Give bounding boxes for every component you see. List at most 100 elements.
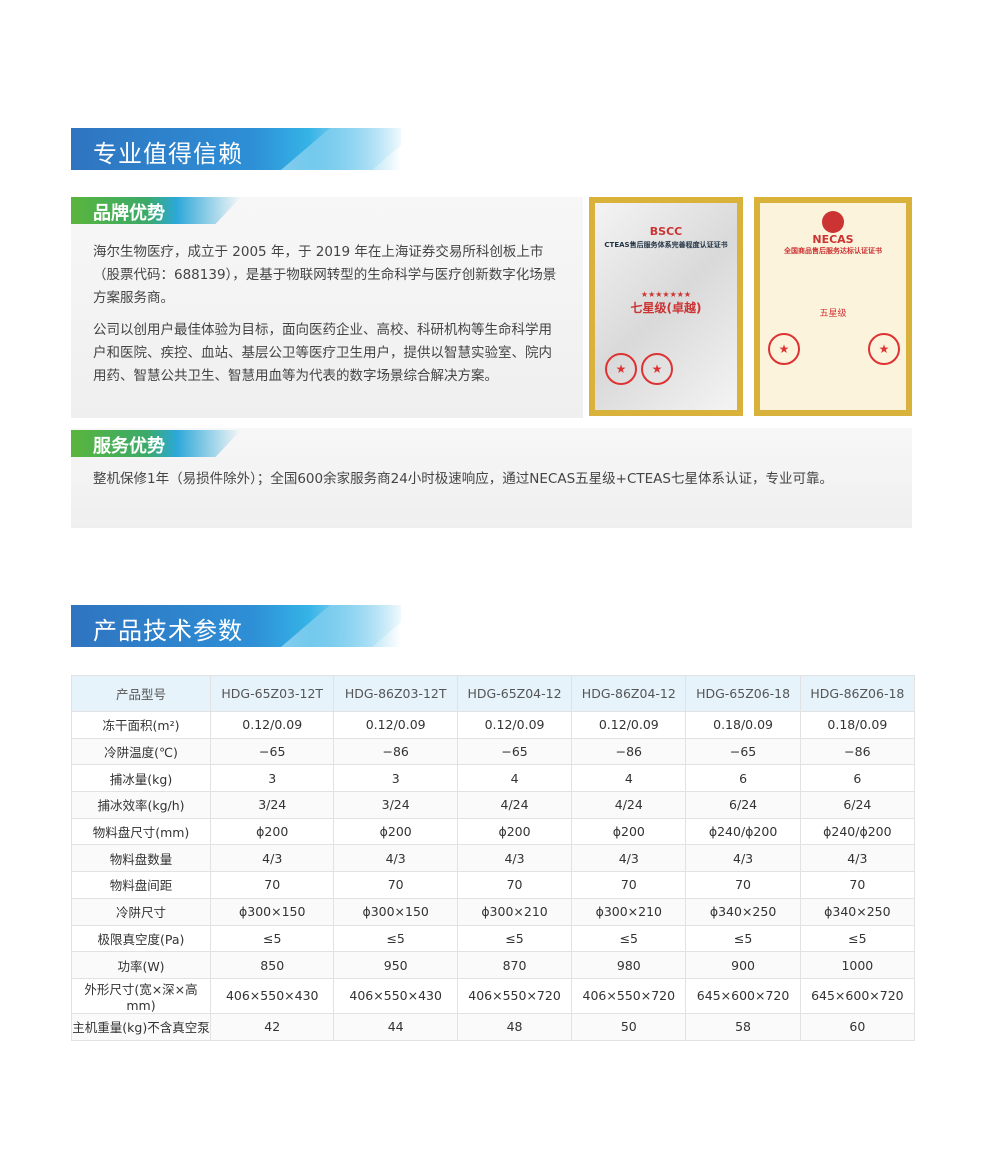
table-cell: −86 [799, 737, 916, 766]
row-label: 捕冰量(kg) [71, 764, 211, 793]
row-label: 冷阱温度(℃) [71, 737, 211, 766]
column-header: HDG-86Z06-18 [799, 675, 916, 712]
column-header: HDG-65Z04-12 [456, 675, 573, 712]
table-cell: 4/3 [799, 844, 916, 873]
row-label: 冷阱尺寸 [71, 897, 211, 926]
table-cell: 48 [456, 1012, 573, 1041]
table-cell: ϕ200 [456, 817, 573, 846]
seal-icon: ★ [605, 353, 637, 385]
table-cell: 6/24 [799, 791, 916, 819]
table-cell: 6 [799, 764, 916, 793]
row-label: 功率(W) [71, 951, 211, 979]
service-title: 服务优势 [93, 436, 165, 457]
seal-icon: ★ [641, 353, 673, 385]
table-row: 冷阱尺寸 ϕ300×150 ϕ300×150 ϕ300×210 ϕ300×210 ϕ340… [71, 897, 916, 926]
cert-org: NECAS [812, 233, 854, 246]
table-cell: 3/24 [209, 791, 335, 819]
table-cell: 0.12/0.09 [209, 711, 335, 739]
table-cell: ≤5 [209, 924, 335, 953]
table-cell: 3/24 [333, 791, 458, 819]
column-header: HDG-65Z06-18 [685, 675, 801, 712]
table-cell: 60 [799, 1012, 916, 1041]
table-cell: 645×600×720 [799, 977, 916, 1014]
table-cell: 70 [209, 871, 335, 899]
table-cell: 4/3 [209, 844, 335, 873]
table-cell: ϕ340×250 [685, 897, 801, 926]
table-cell: ϕ240/ϕ200 [799, 817, 916, 846]
column-header: HDG-65Z03-12T [209, 675, 335, 712]
row-label: 捕冰效率(kg/h) [71, 791, 211, 819]
table-cell: 0.18/0.09 [799, 711, 916, 739]
row-label: 冻干面积(m²) [71, 711, 211, 739]
table-cell: ϕ200 [571, 817, 687, 846]
table-cell: −65 [685, 737, 801, 766]
table-cell: 70 [799, 871, 916, 899]
spec-table: 产品型号 HDG-65Z03-12T HDG-86Z03-12T HDG-65Z04-… [71, 675, 916, 1041]
table-cell: 4 [571, 764, 687, 793]
table-cell: 406×550×720 [456, 977, 573, 1014]
necas-certificate-image: NECAS 全国商品售后服务达标认证证书 五星级 ★ ★ [754, 197, 912, 416]
service-panel: 服务优势 整机保修1年（易损件除外）；全国600余家服务商24小时极速响应，通过… [71, 428, 912, 528]
section-title: 产品技术参数 [93, 617, 243, 645]
brand-subtitle-banner: 品牌优势 [71, 197, 241, 224]
row-label: 外形尺寸(宽×深×高mm) [71, 977, 211, 1014]
table-cell: 870 [456, 951, 573, 979]
table-cell: 1000 [799, 951, 916, 979]
table-cell: 406×550×720 [571, 977, 687, 1014]
table-cell: 0.12/0.09 [571, 711, 687, 739]
table-cell: 950 [333, 951, 458, 979]
brand-paragraph-1: 海尔生物医疗，成立于 2005 年，于 2019 年在上海证券交易所科创板上市（… [93, 244, 557, 306]
column-header: HDG-86Z03-12T [333, 675, 458, 712]
service-subtitle-banner: 服务优势 [71, 430, 241, 457]
seal-icon: ★ [868, 333, 900, 365]
table-cell: ϕ300×210 [456, 897, 573, 926]
table-cell: −65 [456, 737, 573, 766]
table-header-row: 产品型号 HDG-65Z03-12T HDG-86Z03-12T HDG-65Z04-… [71, 675, 916, 712]
table-cell: 42 [209, 1012, 335, 1041]
table-cell: 980 [571, 951, 687, 979]
table-row: 功率(W) 850 950 870 980 900 1000 [71, 951, 916, 979]
brand-title: 品牌优势 [93, 203, 165, 224]
row-label: 物料盘间距 [71, 871, 211, 899]
table-cell: 6 [685, 764, 801, 793]
table-cell: 4/3 [456, 844, 573, 873]
table-cell: ϕ200 [209, 817, 335, 846]
table-cell: 900 [685, 951, 801, 979]
table-cell: 0.12/0.09 [333, 711, 458, 739]
row-label: 主机重量(kg)不含真空泵 [71, 1012, 211, 1041]
table-cell: 70 [571, 871, 687, 899]
table-cell: 70 [333, 871, 458, 899]
column-header: 产品型号 [71, 675, 211, 712]
table-row: 物料盘数量 4/3 4/3 4/3 4/3 4/3 4/3 [71, 844, 916, 873]
table-row: 极限真空度(Pa) ≤5 ≤5 ≤5 ≤5 ≤5 ≤5 [71, 924, 916, 953]
table-cell: 4/24 [456, 791, 573, 819]
table-cell: ϕ300×210 [571, 897, 687, 926]
service-text: 整机保修1年（易损件除外）；全国600余家服务商24小时极速响应，通过NECAS… [93, 471, 833, 487]
seal-icon: ★ [768, 333, 800, 365]
cert-level: 五星级 [819, 309, 847, 319]
table-cell: 4/3 [333, 844, 458, 873]
brand-panel: 品牌优势 海尔生物医疗，成立于 2005 年，于 2019 年在上海证券交易所科… [71, 197, 583, 418]
table-cell: 3 [209, 764, 335, 793]
row-label: 物料盘尺寸(mm) [71, 817, 211, 846]
table-cell: ≤5 [685, 924, 801, 953]
column-header: HDG-86Z04-12 [571, 675, 687, 712]
table-cell: 645×600×720 [685, 977, 801, 1014]
table-cell: 406×550×430 [209, 977, 335, 1014]
row-label: 极限真空度(Pa) [71, 924, 211, 953]
table-cell: 4/3 [571, 844, 687, 873]
table-cell: 4/24 [571, 791, 687, 819]
table-cell: ≤5 [571, 924, 687, 953]
bscc-certificate-image: BSCC CTEAS售后服务体系完善程度认证证书 ★★★★★★★ 七星级(卓越)… [589, 197, 743, 416]
table-cell: ϕ200 [333, 817, 458, 846]
table-cell: ϕ340×250 [799, 897, 916, 926]
table-cell: ≤5 [333, 924, 458, 953]
table-cell: 4/3 [685, 844, 801, 873]
table-cell: −86 [571, 737, 687, 766]
table-row: 冷阱温度(℃) −65 −86 −65 −86 −65 −86 [71, 737, 916, 766]
table-row: 物料盘尺寸(mm) ϕ200 ϕ200 ϕ200 ϕ200 ϕ240/ϕ200 ϕ240/ϕ… [71, 817, 916, 846]
table-cell: 70 [685, 871, 801, 899]
section-banner-trust: 专业值得信赖 [71, 128, 401, 170]
table-cell: ϕ300×150 [333, 897, 458, 926]
